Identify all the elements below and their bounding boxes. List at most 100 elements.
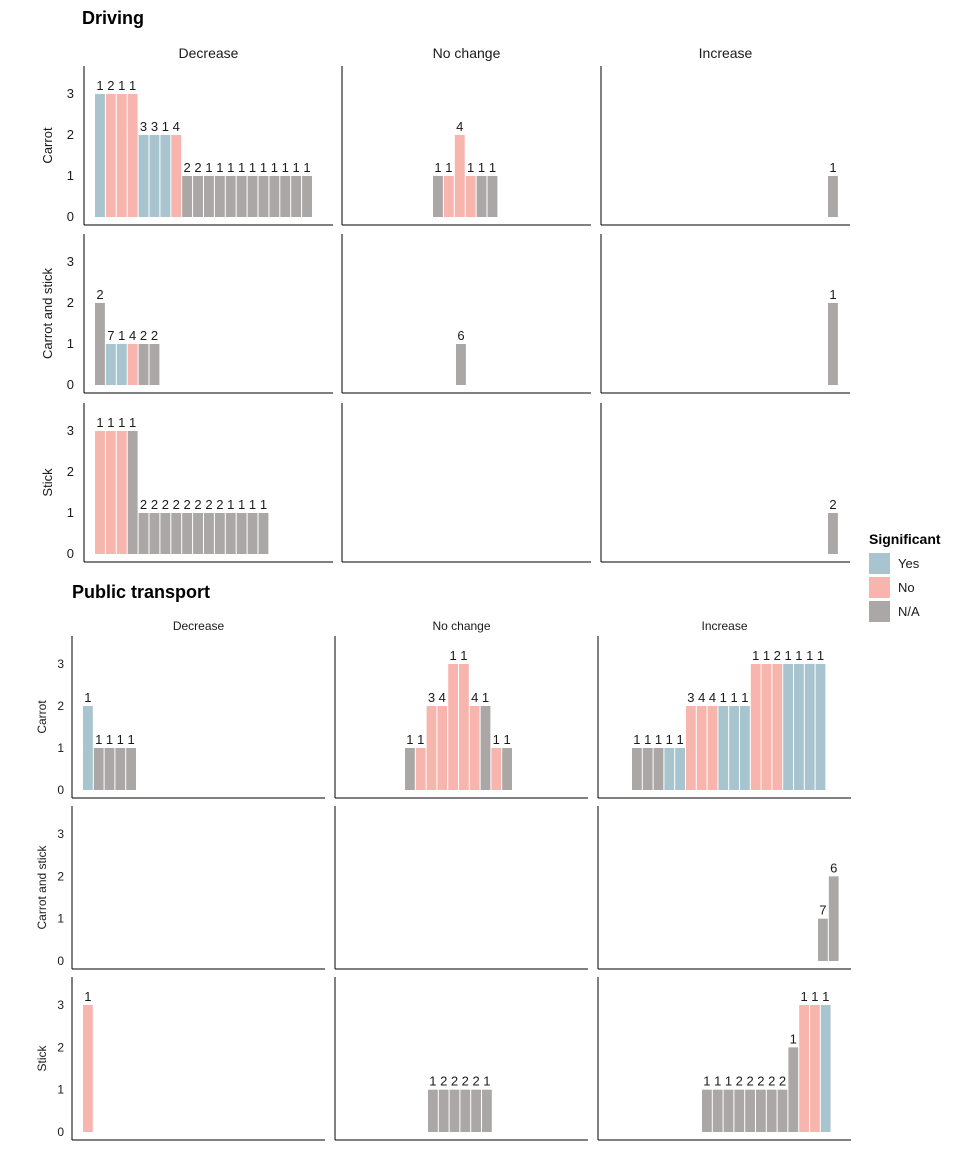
bar-na — [193, 513, 203, 554]
bar-count-label: 4 — [173, 119, 180, 134]
bar-na — [258, 513, 269, 554]
y-tick-label: 0 — [67, 377, 74, 392]
bar-count-label: 3 — [151, 119, 158, 134]
bar-na — [171, 513, 182, 554]
bar-count-label: 6 — [457, 328, 464, 343]
bar-count-label: 1 — [249, 160, 256, 175]
y-tick-label: 2 — [57, 699, 64, 713]
bar-count-label: 1 — [460, 648, 467, 663]
bar-no — [105, 94, 116, 217]
row-label: Carrot and stick — [40, 267, 55, 359]
bar-count-label: 1 — [482, 690, 489, 705]
bar-count-label: 2 — [779, 1074, 786, 1089]
y-tick-label: 3 — [57, 657, 64, 671]
bar-count-label: 1 — [714, 1074, 721, 1089]
bar-na — [460, 1089, 471, 1132]
bar-count-label: 1 — [118, 415, 125, 430]
bar-na — [104, 748, 115, 790]
bar-count-label: 1 — [489, 160, 496, 175]
bar-na — [236, 513, 247, 554]
legend-label: N/A — [898, 604, 920, 619]
bar-count-label: 2 — [205, 497, 212, 512]
bar-count-label: 1 — [829, 287, 836, 302]
bar-na — [828, 176, 838, 217]
bar-na — [702, 1089, 712, 1132]
bar-na — [225, 176, 236, 217]
bar-count-label: 2 — [184, 497, 191, 512]
bar-yes — [729, 706, 739, 790]
y-tick-label: 0 — [57, 954, 64, 968]
bar-count-label: 4 — [709, 690, 716, 705]
bar-count-label: 1 — [303, 160, 310, 175]
y-tick-label: 0 — [57, 783, 64, 797]
bar-count-label: 1 — [260, 497, 267, 512]
bar-na — [258, 176, 269, 217]
bar-na — [476, 176, 487, 217]
bar-no — [105, 431, 116, 554]
bar-count-label: 1 — [493, 732, 500, 747]
bar-na — [502, 748, 512, 790]
bar-count-label: 6 — [830, 860, 837, 875]
bar-na — [236, 176, 247, 217]
bar-no — [437, 706, 448, 790]
bar-na — [471, 1089, 481, 1132]
bar-count-label: 1 — [795, 648, 802, 663]
bar-no — [469, 706, 480, 790]
row-label: Carrot — [35, 700, 49, 734]
bar-na — [734, 1089, 745, 1132]
bar-na — [225, 513, 236, 554]
bar-na — [723, 1089, 734, 1132]
bar-no — [415, 748, 426, 790]
bar-count-label: 2 — [194, 160, 201, 175]
bar-count-label: 1 — [118, 78, 125, 93]
bar-count-label: 2 — [462, 1074, 469, 1089]
bar-yes — [740, 706, 750, 790]
bar-count-label: 1 — [84, 690, 91, 705]
bar-na — [214, 513, 225, 554]
bar-count-label: 1 — [763, 648, 770, 663]
bar-count-label: 1 — [790, 1031, 797, 1046]
y-tick-label: 0 — [57, 1125, 64, 1139]
bar-count-label: 4 — [698, 690, 705, 705]
bar-no — [171, 135, 182, 217]
bar-count-label: 2 — [829, 497, 836, 512]
bar-count-label: 2 — [194, 497, 201, 512]
bar-count-label: 1 — [249, 497, 256, 512]
bar-count-label: 1 — [118, 328, 125, 343]
bar-no — [459, 664, 469, 790]
bar-na — [127, 431, 138, 554]
bar-no — [127, 94, 138, 217]
bar-na — [487, 176, 498, 217]
bar-count-label: 1 — [449, 648, 456, 663]
bar-yes — [160, 135, 171, 217]
y-tick-label: 1 — [67, 336, 74, 351]
row-label: Stick — [35, 1045, 49, 1072]
bar-yes — [95, 94, 105, 217]
bar-na — [405, 748, 415, 790]
legend-label: No — [898, 580, 915, 595]
bar-count-label: 1 — [227, 160, 234, 175]
bar-count-label: 1 — [811, 989, 818, 1004]
y-tick-label: 2 — [67, 295, 74, 310]
bar-count-label: 1 — [676, 732, 683, 747]
bar-count-label: 1 — [129, 415, 136, 430]
bar-yes — [664, 748, 675, 790]
bar-count-label: 2 — [746, 1074, 753, 1089]
bar-count-label: 2 — [173, 497, 180, 512]
bar-count-label: 1 — [205, 160, 212, 175]
bar-count-label: 2 — [736, 1074, 743, 1089]
bar-no — [810, 1005, 820, 1132]
bar-count-label: 2 — [140, 497, 147, 512]
bar-count-label: 2 — [151, 328, 158, 343]
y-tick-label: 3 — [57, 827, 64, 841]
bar-count-label: 2 — [140, 328, 147, 343]
bar-count-label: 1 — [95, 732, 102, 747]
bar-na — [182, 176, 193, 217]
y-tick-label: 2 — [67, 127, 74, 142]
bar-count-label: 1 — [271, 160, 278, 175]
bar-yes — [105, 344, 116, 385]
bar-na — [632, 748, 642, 790]
bar-no — [95, 431, 105, 554]
bar-count-label: 1 — [162, 119, 169, 134]
